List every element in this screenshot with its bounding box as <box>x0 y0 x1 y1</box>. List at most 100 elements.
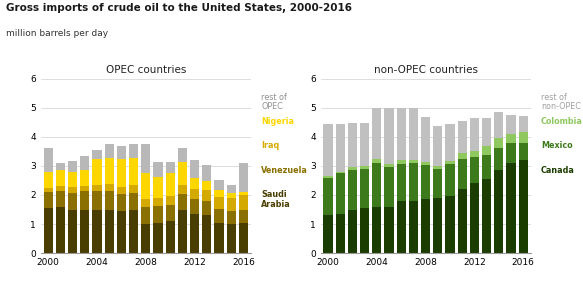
Bar <box>519 132 528 143</box>
Bar <box>129 185 138 193</box>
Bar <box>166 196 175 205</box>
Bar <box>507 134 515 143</box>
Bar <box>92 210 101 253</box>
Bar <box>396 164 406 201</box>
Bar <box>178 194 187 210</box>
Bar <box>117 159 126 187</box>
Bar <box>494 112 503 138</box>
Bar <box>202 201 211 215</box>
Bar <box>153 198 163 206</box>
Bar <box>421 165 430 199</box>
Bar <box>227 224 236 253</box>
Bar <box>190 189 199 199</box>
Bar <box>202 181 211 190</box>
Bar <box>227 185 236 193</box>
Bar <box>56 186 65 191</box>
Bar <box>141 207 150 224</box>
Bar <box>348 170 357 210</box>
Bar <box>117 187 126 194</box>
Bar <box>44 192 52 208</box>
Text: million barrels per day: million barrels per day <box>6 29 108 38</box>
Bar <box>104 210 114 253</box>
Bar <box>336 124 345 172</box>
Bar <box>470 157 479 183</box>
Bar <box>56 191 65 207</box>
Bar <box>384 207 394 253</box>
Bar <box>141 144 150 173</box>
Bar <box>421 162 430 165</box>
Bar <box>80 210 89 253</box>
Bar <box>470 151 479 157</box>
Bar <box>178 162 187 185</box>
Bar <box>56 170 65 186</box>
Bar <box>56 163 65 170</box>
Bar <box>44 188 52 192</box>
Bar <box>227 198 236 211</box>
Bar <box>80 191 89 210</box>
Bar <box>433 166 442 169</box>
Bar <box>68 172 77 187</box>
Bar <box>141 224 150 253</box>
Bar <box>239 195 248 210</box>
Bar <box>324 124 332 176</box>
Bar <box>372 207 381 253</box>
Bar <box>324 215 332 253</box>
Bar <box>445 164 455 196</box>
Bar <box>166 221 175 253</box>
Bar <box>507 143 515 163</box>
Bar <box>68 187 77 193</box>
Bar <box>324 176 332 178</box>
Bar <box>190 214 199 253</box>
Bar <box>482 179 491 253</box>
Bar <box>141 173 150 199</box>
Bar <box>482 146 491 155</box>
Bar <box>190 199 199 214</box>
Bar <box>433 126 442 166</box>
Bar <box>239 223 248 253</box>
Text: Saudi
Arabia: Saudi Arabia <box>261 190 291 209</box>
Bar <box>227 211 236 224</box>
Bar <box>519 160 528 253</box>
Bar <box>190 178 199 189</box>
Bar <box>348 210 357 253</box>
Bar <box>470 118 479 151</box>
Bar <box>445 124 455 161</box>
Bar <box>190 160 199 178</box>
Bar <box>178 210 187 253</box>
Bar <box>117 211 126 253</box>
Bar <box>129 144 138 158</box>
Title: OPEC countries: OPEC countries <box>106 65 186 75</box>
Bar <box>372 159 381 163</box>
Bar <box>348 167 357 170</box>
Bar <box>409 108 418 160</box>
Bar <box>445 161 455 164</box>
Bar <box>494 148 503 170</box>
Bar <box>239 192 248 195</box>
Bar <box>384 108 394 164</box>
Bar <box>202 215 211 253</box>
Bar <box>360 208 369 253</box>
Bar <box>153 177 163 198</box>
Bar <box>56 207 65 253</box>
Bar <box>396 160 406 164</box>
Bar <box>178 185 187 194</box>
Bar <box>104 144 114 158</box>
Bar <box>433 198 442 253</box>
Bar <box>519 116 528 132</box>
Bar <box>44 148 52 172</box>
Bar <box>92 150 101 159</box>
Bar <box>178 148 187 162</box>
Bar <box>117 194 126 211</box>
Bar <box>409 163 418 201</box>
Bar <box>202 165 211 181</box>
Bar <box>104 184 114 191</box>
Bar <box>409 160 418 163</box>
Bar <box>470 183 479 253</box>
Bar <box>409 201 418 253</box>
Bar <box>239 210 248 223</box>
Bar <box>92 191 101 210</box>
Bar <box>336 173 345 214</box>
Bar <box>494 138 503 148</box>
Text: rest of
OPEC: rest of OPEC <box>261 93 287 111</box>
Text: Gross imports of crude oil to the United States, 2000-2016: Gross imports of crude oil to the United… <box>6 3 352 13</box>
